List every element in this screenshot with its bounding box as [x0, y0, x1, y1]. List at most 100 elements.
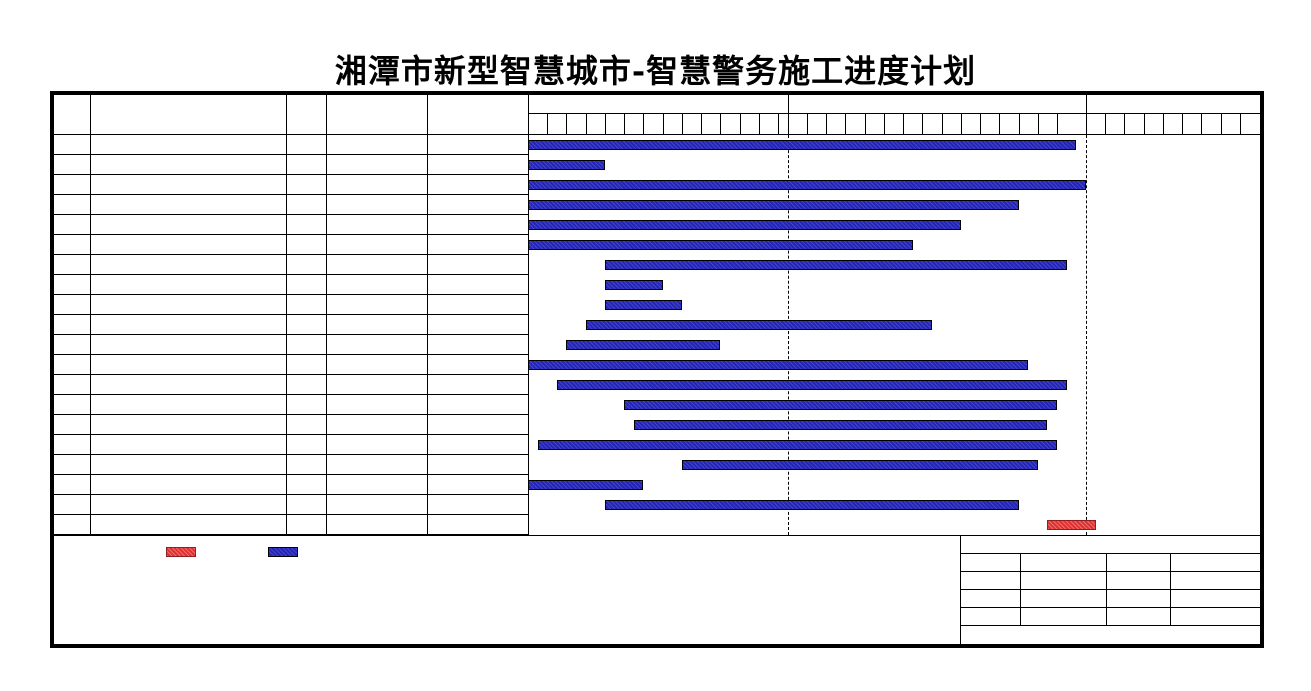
tick-divider: [1162, 114, 1164, 134]
tick-divider: [1201, 114, 1203, 134]
tick-divider: [528, 114, 529, 134]
tick-divider: [922, 114, 924, 134]
tick-divider: [758, 114, 760, 134]
tick-label: [1163, 116, 1182, 134]
tick-divider: [662, 114, 664, 134]
month-separator-dashed: [1085, 135, 1087, 535]
task-bar: [528, 240, 913, 250]
tick-divider: [1105, 114, 1107, 134]
tick-label: [1038, 116, 1057, 134]
task-bar: [528, 180, 1086, 190]
task-bar: [604, 260, 1067, 270]
header-bottom-line: [54, 134, 1260, 135]
task-bar: [528, 160, 605, 170]
row-divider: [54, 214, 528, 215]
table-bottom-line: [54, 535, 1260, 536]
tick-divider: [941, 114, 943, 134]
tick-label: [624, 116, 643, 134]
tick-label: [759, 116, 778, 134]
tick-label: [1201, 116, 1220, 134]
tick-divider: [1057, 114, 1059, 134]
tick-label: [1221, 116, 1240, 134]
tick-divider: [624, 114, 626, 134]
row-divider: [54, 154, 528, 155]
tick-divider: [980, 114, 982, 134]
row-divider: [54, 434, 528, 435]
tick-divider: [787, 114, 789, 134]
info-row-line: [960, 607, 1260, 608]
tick-divider: [1239, 114, 1241, 134]
tick-label: [826, 116, 845, 134]
tick-label: [865, 116, 884, 134]
tick-divider: [883, 114, 885, 134]
tick-label: [788, 116, 807, 134]
column-divider: [427, 95, 428, 535]
tick-divider: [1182, 114, 1184, 134]
tick-divider: [739, 114, 741, 134]
gantt-frame: [50, 91, 1264, 648]
task-bar: [585, 320, 933, 330]
row-divider: [54, 514, 528, 515]
row-divider: [54, 294, 528, 295]
info-row-line: [960, 571, 1260, 572]
info-title-line: [960, 553, 1260, 554]
tick-divider: [566, 114, 568, 134]
column-divider: [528, 95, 529, 535]
task-bar: [528, 480, 644, 490]
info-row-line: [960, 625, 1260, 626]
tick-label: [1144, 116, 1163, 134]
legend-critical-swatch: [166, 547, 196, 557]
tick-label: [903, 116, 922, 134]
row-divider: [54, 494, 528, 495]
task-bar: [528, 200, 1019, 210]
column-divider: [90, 95, 91, 535]
month-label: [788, 95, 1086, 113]
tick-label: [942, 116, 961, 134]
tick-label: [528, 116, 547, 134]
critical-task-bar: [1047, 520, 1096, 530]
tick-label: [605, 116, 624, 134]
row-divider: [54, 534, 528, 535]
tick-label: [1124, 116, 1143, 134]
tick-divider: [826, 114, 828, 134]
task-bar: [624, 400, 1058, 410]
tick-divider: [1085, 114, 1087, 134]
tick-divider: [701, 114, 703, 134]
legend-normal-swatch: [268, 547, 298, 557]
tick-divider: [585, 114, 587, 134]
row-divider: [54, 274, 528, 275]
tick-divider: [864, 114, 866, 134]
task-bar: [556, 380, 1067, 390]
column-divider: [326, 95, 327, 535]
tick-divider: [720, 114, 722, 134]
tick-label: [961, 116, 980, 134]
row-divider: [54, 414, 528, 415]
tick-divider: [845, 114, 847, 134]
info-row-line: [960, 589, 1260, 590]
month-label: [528, 95, 788, 113]
tick-label: [663, 116, 682, 134]
tick-divider: [1124, 114, 1126, 134]
tick-divider: [1143, 114, 1145, 134]
page-title: 湘潭市新型智慧城市-智慧警务施工进度计划: [334, 52, 977, 90]
tick-label: [547, 116, 566, 134]
row-divider: [54, 254, 528, 255]
tick-label: [1105, 116, 1124, 134]
row-divider: [54, 374, 528, 375]
task-bar: [604, 280, 663, 290]
tick-label: [807, 116, 826, 134]
tick-label: [1019, 116, 1038, 134]
tick-divider: [1220, 114, 1222, 134]
tick-label: [643, 116, 662, 134]
tick-label: [1240, 116, 1259, 134]
tick-divider: [1037, 114, 1039, 134]
row-divider: [54, 194, 528, 195]
row-divider: [54, 474, 528, 475]
task-bar: [537, 440, 1058, 450]
tick-divider: [1018, 114, 1020, 134]
tick-divider: [778, 114, 780, 134]
task-bar: [604, 300, 682, 310]
tick-label: [701, 116, 720, 134]
task-bar: [528, 360, 1029, 370]
tick-label: [1057, 116, 1076, 134]
